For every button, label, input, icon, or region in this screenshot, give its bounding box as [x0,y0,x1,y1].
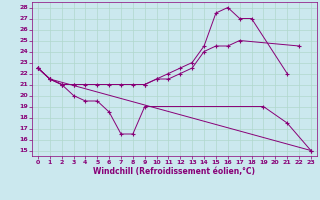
X-axis label: Windchill (Refroidissement éolien,°C): Windchill (Refroidissement éolien,°C) [93,167,255,176]
